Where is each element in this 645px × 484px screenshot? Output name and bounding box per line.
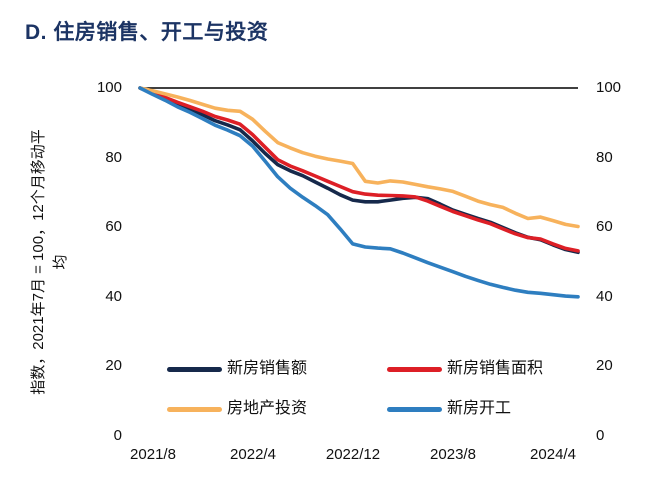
legend-label-sales-value: 新房销售额 — [227, 360, 308, 377]
series-line-starts — [138, 86, 580, 299]
y-tick-label-left: 80 — [105, 149, 122, 166]
legend-item-starts: 新房开工 — [387, 399, 511, 419]
x-tick-label: 2021/8 — [130, 446, 176, 463]
legend-swatch-starts — [387, 406, 442, 412]
series-line-sales-area — [138, 86, 580, 253]
x-tick-label: 2024/4 — [530, 446, 576, 463]
y-tick-label-right: 20 — [596, 357, 613, 374]
legend-swatch-sales-area — [387, 366, 442, 372]
y-tick-label-left: 20 — [105, 357, 122, 374]
legend-label-investment: 房地产投资 — [227, 400, 308, 417]
y-tick-label-right: 60 — [596, 218, 613, 235]
legend-label-starts: 新房开工 — [447, 400, 512, 417]
legend-item-investment: 房地产投资 — [167, 399, 307, 419]
legend-swatch-investment — [167, 406, 222, 412]
legend-swatch-sales-value — [167, 366, 222, 372]
y-tick-label-right: 100 — [596, 79, 622, 96]
y-tick-label-left: 0 — [113, 427, 122, 444]
legend-item-sales-area: 新房销售面积 — [387, 359, 543, 379]
y-tick-label-right: 40 — [596, 288, 613, 305]
y-tick-label-left: 40 — [105, 288, 122, 305]
legend-label-sales-area: 新房销售面积 — [447, 360, 544, 377]
chart-title: D. 住房销售、开工与投资 — [25, 21, 269, 44]
y-tick-label-right: 0 — [596, 427, 605, 444]
y-tick-label-right: 80 — [596, 149, 613, 166]
x-tick-label: 2023/8 — [430, 446, 476, 463]
series-line-investment — [138, 86, 580, 229]
legend-item-sales-value: 新房销售额 — [167, 359, 307, 379]
x-tick-label: 2022/4 — [230, 446, 276, 463]
x-tick-label: 2022/12 — [325, 446, 381, 463]
y-tick-label-left: 100 — [96, 79, 122, 96]
y-tick-label-left: 60 — [105, 218, 122, 235]
